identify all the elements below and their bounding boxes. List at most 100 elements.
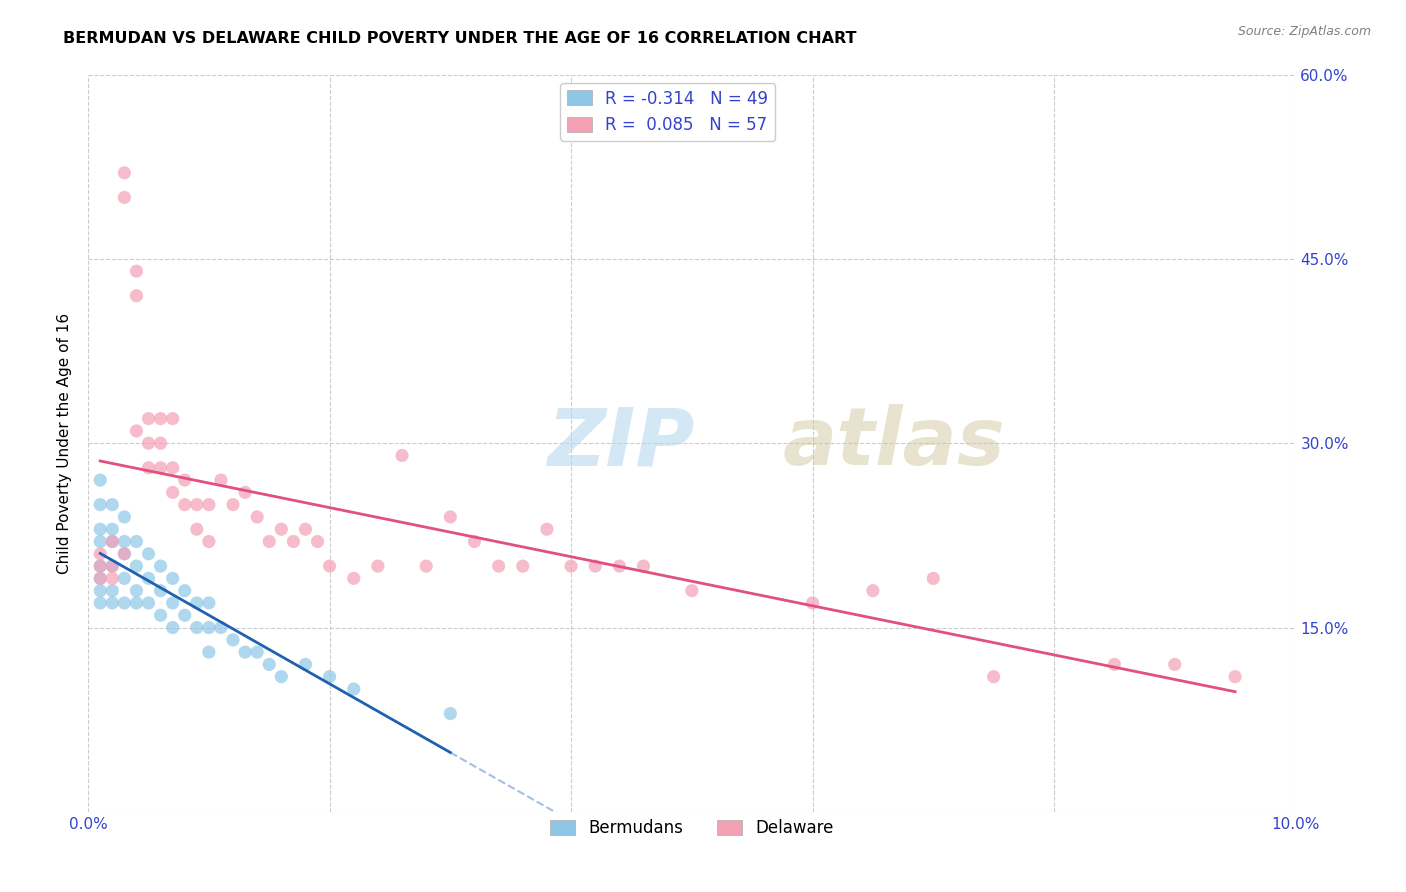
Point <box>89 473 111 487</box>
Point <box>101 534 124 549</box>
Point <box>101 596 124 610</box>
Point <box>318 670 340 684</box>
Point <box>162 485 184 500</box>
Point <box>583 559 606 574</box>
Point <box>307 534 329 549</box>
Point <box>89 571 111 585</box>
Point <box>125 289 148 303</box>
Point <box>186 498 208 512</box>
Point <box>162 411 184 425</box>
Point <box>112 510 135 524</box>
Point <box>1223 670 1246 684</box>
Point <box>173 608 195 623</box>
Point <box>209 473 232 487</box>
Point <box>149 411 172 425</box>
Point <box>149 436 172 450</box>
Point <box>186 621 208 635</box>
Point <box>536 522 558 536</box>
Point <box>439 706 461 721</box>
Text: BERMUDAN VS DELAWARE CHILD POVERTY UNDER THE AGE OF 16 CORRELATION CHART: BERMUDAN VS DELAWARE CHILD POVERTY UNDER… <box>63 31 856 46</box>
Point <box>198 621 221 635</box>
Point <box>112 166 135 180</box>
Point <box>162 571 184 585</box>
Point <box>318 559 340 574</box>
Point <box>801 596 824 610</box>
Point <box>343 571 366 585</box>
Point <box>101 559 124 574</box>
Point <box>89 547 111 561</box>
Point <box>186 596 208 610</box>
Point <box>112 190 135 204</box>
Point <box>415 559 437 574</box>
Point <box>198 645 221 659</box>
Text: Source: ZipAtlas.com: Source: ZipAtlas.com <box>1237 25 1371 38</box>
Point <box>488 559 510 574</box>
Point <box>283 534 305 549</box>
Point <box>101 571 124 585</box>
Text: atlas: atlas <box>782 404 1005 483</box>
Point <box>560 559 582 574</box>
Point <box>149 559 172 574</box>
Point <box>173 583 195 598</box>
Point <box>162 596 184 610</box>
Point <box>112 571 135 585</box>
Point <box>367 559 389 574</box>
Point <box>1104 657 1126 672</box>
Point <box>681 583 703 598</box>
Point <box>112 547 135 561</box>
Point <box>101 498 124 512</box>
Point <box>125 596 148 610</box>
Point <box>983 670 1005 684</box>
Point <box>138 460 160 475</box>
Point <box>512 559 534 574</box>
Point <box>112 547 135 561</box>
Point <box>138 571 160 585</box>
Point <box>89 498 111 512</box>
Point <box>149 608 172 623</box>
Point <box>222 498 245 512</box>
Point <box>198 534 221 549</box>
Point <box>463 534 485 549</box>
Point <box>101 522 124 536</box>
Text: ZIP: ZIP <box>547 404 695 483</box>
Legend: Bermudans, Delaware: Bermudans, Delaware <box>544 813 841 844</box>
Point <box>294 657 316 672</box>
Point <box>862 583 884 598</box>
Point <box>162 621 184 635</box>
Point <box>294 522 316 536</box>
Point <box>149 583 172 598</box>
Point <box>89 596 111 610</box>
Point <box>89 559 111 574</box>
Point <box>391 449 413 463</box>
Point <box>138 596 160 610</box>
Point <box>138 547 160 561</box>
Point <box>233 645 256 659</box>
Point <box>89 522 111 536</box>
Point <box>89 571 111 585</box>
Point <box>101 583 124 598</box>
Point <box>198 596 221 610</box>
Point <box>125 264 148 278</box>
Point <box>343 681 366 696</box>
Point <box>138 411 160 425</box>
Point <box>162 460 184 475</box>
Point <box>233 485 256 500</box>
Point <box>198 498 221 512</box>
Point <box>270 522 292 536</box>
Point <box>149 460 172 475</box>
Point <box>246 645 269 659</box>
Point <box>125 424 148 438</box>
Point <box>125 583 148 598</box>
Point <box>439 510 461 524</box>
Point <box>173 473 195 487</box>
Point <box>89 583 111 598</box>
Point <box>270 670 292 684</box>
Point <box>89 534 111 549</box>
Point <box>246 510 269 524</box>
Point <box>101 534 124 549</box>
Point <box>257 657 280 672</box>
Point <box>101 559 124 574</box>
Point <box>633 559 655 574</box>
Point <box>922 571 945 585</box>
Point <box>138 436 160 450</box>
